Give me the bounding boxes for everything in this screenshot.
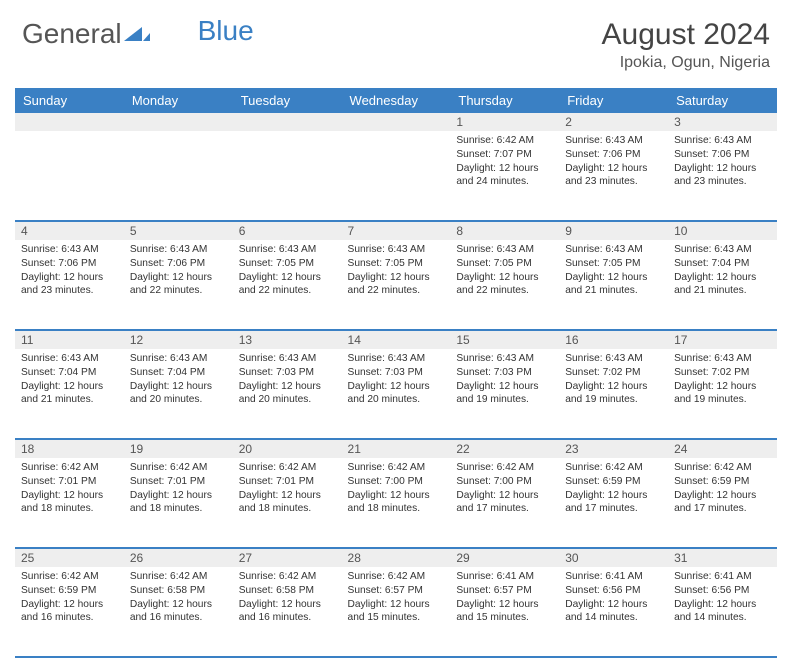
detail-row: Sunrise: 6:42 AMSunset: 6:59 PMDaylight:… bbox=[15, 567, 777, 657]
day-detail: Sunrise: 6:43 AMSunset: 7:04 PMDaylight:… bbox=[668, 240, 777, 330]
day-detail: Sunrise: 6:42 AMSunset: 7:01 PMDaylight:… bbox=[15, 458, 124, 548]
weekday-header: Friday bbox=[559, 88, 668, 113]
day-number bbox=[342, 113, 451, 131]
day-number: 19 bbox=[124, 439, 233, 458]
detail-row: Sunrise: 6:42 AMSunset: 7:07 PMDaylight:… bbox=[15, 131, 777, 221]
day-detail: Sunrise: 6:43 AMSunset: 7:06 PMDaylight:… bbox=[668, 131, 777, 221]
day-detail: Sunrise: 6:42 AMSunset: 6:59 PMDaylight:… bbox=[15, 567, 124, 657]
daynum-row: 45678910 bbox=[15, 221, 777, 240]
day-number: 26 bbox=[124, 548, 233, 567]
detail-row: Sunrise: 6:43 AMSunset: 7:06 PMDaylight:… bbox=[15, 240, 777, 330]
day-detail: Sunrise: 6:42 AMSunset: 6:59 PMDaylight:… bbox=[559, 458, 668, 548]
weekday-header: Sunday bbox=[15, 88, 124, 113]
day-number: 25 bbox=[15, 548, 124, 567]
day-detail: Sunrise: 6:42 AMSunset: 6:57 PMDaylight:… bbox=[342, 567, 451, 657]
day-detail: Sunrise: 6:42 AMSunset: 7:07 PMDaylight:… bbox=[450, 131, 559, 221]
day-detail: Sunrise: 6:42 AMSunset: 6:59 PMDaylight:… bbox=[668, 458, 777, 548]
day-number: 8 bbox=[450, 221, 559, 240]
weekday-header-row: Sunday Monday Tuesday Wednesday Thursday… bbox=[15, 88, 777, 113]
day-detail: Sunrise: 6:42 AMSunset: 7:00 PMDaylight:… bbox=[450, 458, 559, 548]
day-detail: Sunrise: 6:43 AMSunset: 7:04 PMDaylight:… bbox=[15, 349, 124, 439]
month-title: August 2024 bbox=[602, 18, 770, 52]
day-detail: Sunrise: 6:43 AMSunset: 7:06 PMDaylight:… bbox=[559, 131, 668, 221]
day-number: 23 bbox=[559, 439, 668, 458]
day-detail: Sunrise: 6:43 AMSunset: 7:04 PMDaylight:… bbox=[124, 349, 233, 439]
day-number: 16 bbox=[559, 330, 668, 349]
day-detail: Sunrise: 6:43 AMSunset: 7:06 PMDaylight:… bbox=[15, 240, 124, 330]
brand-logo: General Blue bbox=[22, 18, 254, 50]
header: General Blue August 2024 Ipokia, Ogun, N… bbox=[0, 0, 792, 82]
daynum-row: 25262728293031 bbox=[15, 548, 777, 567]
day-detail: Sunrise: 6:42 AMSunset: 7:01 PMDaylight:… bbox=[233, 458, 342, 548]
weekday-header: Monday bbox=[124, 88, 233, 113]
calendar-table: Sunday Monday Tuesday Wednesday Thursday… bbox=[15, 88, 777, 658]
title-block: August 2024 Ipokia, Ogun, Nigeria bbox=[602, 18, 770, 72]
detail-row: Sunrise: 6:42 AMSunset: 7:01 PMDaylight:… bbox=[15, 458, 777, 548]
weekday-header: Thursday bbox=[450, 88, 559, 113]
day-number: 14 bbox=[342, 330, 451, 349]
day-number: 4 bbox=[15, 221, 124, 240]
day-detail: Sunrise: 6:41 AMSunset: 6:57 PMDaylight:… bbox=[450, 567, 559, 657]
day-detail: Sunrise: 6:43 AMSunset: 7:06 PMDaylight:… bbox=[124, 240, 233, 330]
day-number: 13 bbox=[233, 330, 342, 349]
day-number: 2 bbox=[559, 113, 668, 131]
day-detail: Sunrise: 6:43 AMSunset: 7:05 PMDaylight:… bbox=[559, 240, 668, 330]
day-number: 20 bbox=[233, 439, 342, 458]
day-detail: Sunrise: 6:42 AMSunset: 6:58 PMDaylight:… bbox=[233, 567, 342, 657]
weekday-header: Wednesday bbox=[342, 88, 451, 113]
day-number: 30 bbox=[559, 548, 668, 567]
day-number: 22 bbox=[450, 439, 559, 458]
day-number: 11 bbox=[15, 330, 124, 349]
day-number: 29 bbox=[450, 548, 559, 567]
detail-row: Sunrise: 6:43 AMSunset: 7:04 PMDaylight:… bbox=[15, 349, 777, 439]
day-detail bbox=[15, 131, 124, 221]
day-number: 31 bbox=[668, 548, 777, 567]
day-detail: Sunrise: 6:42 AMSunset: 7:01 PMDaylight:… bbox=[124, 458, 233, 548]
day-detail: Sunrise: 6:43 AMSunset: 7:03 PMDaylight:… bbox=[450, 349, 559, 439]
day-detail: Sunrise: 6:43 AMSunset: 7:05 PMDaylight:… bbox=[450, 240, 559, 330]
day-detail bbox=[342, 131, 451, 221]
brand-part1: General bbox=[22, 18, 122, 50]
daynum-row: 123 bbox=[15, 113, 777, 131]
day-number: 17 bbox=[668, 330, 777, 349]
weekday-header: Saturday bbox=[668, 88, 777, 113]
weekday-header: Tuesday bbox=[233, 88, 342, 113]
day-number: 7 bbox=[342, 221, 451, 240]
day-detail: Sunrise: 6:43 AMSunset: 7:05 PMDaylight:… bbox=[233, 240, 342, 330]
day-number bbox=[15, 113, 124, 131]
logo-icon bbox=[124, 18, 150, 50]
day-number: 12 bbox=[124, 330, 233, 349]
day-detail: Sunrise: 6:43 AMSunset: 7:03 PMDaylight:… bbox=[233, 349, 342, 439]
day-detail: Sunrise: 6:41 AMSunset: 6:56 PMDaylight:… bbox=[668, 567, 777, 657]
day-detail: Sunrise: 6:43 AMSunset: 7:05 PMDaylight:… bbox=[342, 240, 451, 330]
day-detail: Sunrise: 6:43 AMSunset: 7:02 PMDaylight:… bbox=[668, 349, 777, 439]
day-number: 9 bbox=[559, 221, 668, 240]
day-number: 1 bbox=[450, 113, 559, 131]
day-detail bbox=[124, 131, 233, 221]
day-detail: Sunrise: 6:43 AMSunset: 7:02 PMDaylight:… bbox=[559, 349, 668, 439]
day-number bbox=[124, 113, 233, 131]
brand-part2: Blue bbox=[198, 15, 254, 47]
day-detail: Sunrise: 6:42 AMSunset: 7:00 PMDaylight:… bbox=[342, 458, 451, 548]
day-number: 10 bbox=[668, 221, 777, 240]
day-number: 27 bbox=[233, 548, 342, 567]
day-number: 3 bbox=[668, 113, 777, 131]
day-number: 24 bbox=[668, 439, 777, 458]
day-detail bbox=[233, 131, 342, 221]
day-number: 5 bbox=[124, 221, 233, 240]
day-number: 21 bbox=[342, 439, 451, 458]
day-number: 15 bbox=[450, 330, 559, 349]
daynum-row: 18192021222324 bbox=[15, 439, 777, 458]
location: Ipokia, Ogun, Nigeria bbox=[602, 54, 770, 72]
day-number: 18 bbox=[15, 439, 124, 458]
day-detail: Sunrise: 6:42 AMSunset: 6:58 PMDaylight:… bbox=[124, 567, 233, 657]
day-number: 28 bbox=[342, 548, 451, 567]
day-detail: Sunrise: 6:43 AMSunset: 7:03 PMDaylight:… bbox=[342, 349, 451, 439]
day-number: 6 bbox=[233, 221, 342, 240]
day-detail: Sunrise: 6:41 AMSunset: 6:56 PMDaylight:… bbox=[559, 567, 668, 657]
daynum-row: 11121314151617 bbox=[15, 330, 777, 349]
day-number bbox=[233, 113, 342, 131]
